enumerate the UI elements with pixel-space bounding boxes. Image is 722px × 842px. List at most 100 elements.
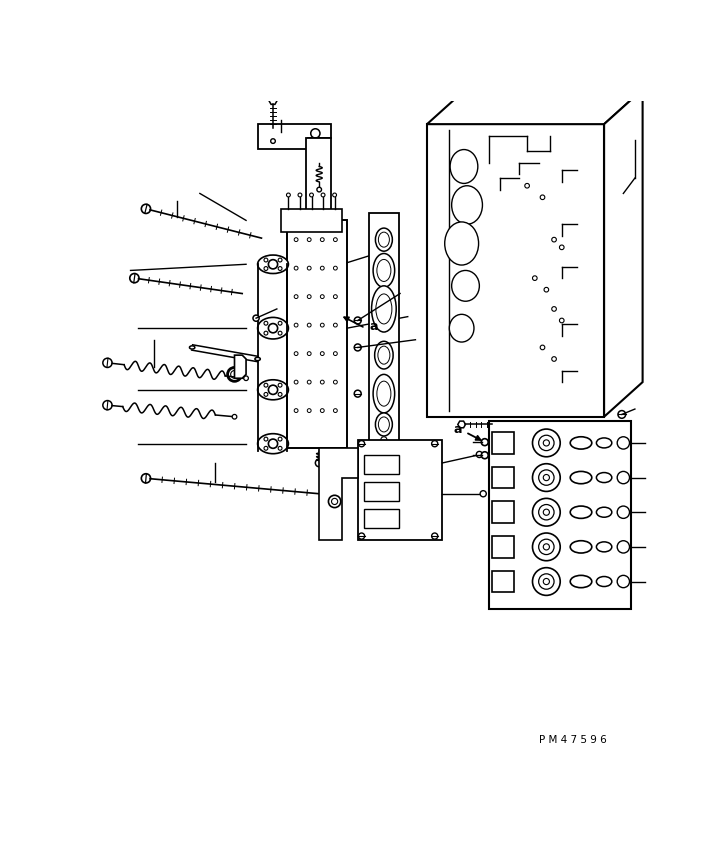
Circle shape [103,401,112,410]
Ellipse shape [258,317,288,339]
Polygon shape [258,124,331,149]
Ellipse shape [570,506,592,519]
Circle shape [533,498,560,526]
Circle shape [269,439,278,448]
Bar [489,421,631,610]
Circle shape [253,315,259,322]
Circle shape [321,323,324,327]
Circle shape [543,509,549,515]
Circle shape [321,381,324,384]
Polygon shape [269,98,277,104]
Circle shape [316,459,323,466]
Circle shape [321,352,324,355]
Circle shape [317,187,321,192]
Bar [357,440,443,540]
Circle shape [334,408,337,413]
Circle shape [540,195,545,200]
Circle shape [359,533,365,539]
Ellipse shape [258,434,288,454]
Polygon shape [616,70,643,89]
Ellipse shape [378,346,390,364]
Circle shape [308,381,311,384]
Ellipse shape [375,341,393,369]
Circle shape [308,352,311,355]
Circle shape [539,504,554,520]
Polygon shape [604,89,643,417]
Ellipse shape [255,357,261,360]
Circle shape [264,383,268,387]
Circle shape [334,295,337,299]
Polygon shape [458,421,466,428]
Circle shape [525,184,529,188]
Circle shape [355,390,361,397]
Ellipse shape [372,285,396,332]
Circle shape [359,440,365,447]
Circle shape [334,352,337,355]
Bar [281,209,342,232]
Circle shape [264,392,268,397]
Circle shape [278,331,282,335]
Circle shape [533,276,537,280]
Ellipse shape [376,294,392,324]
Circle shape [321,266,324,270]
Ellipse shape [596,438,612,448]
Circle shape [298,193,302,197]
Bar [492,466,514,488]
Circle shape [539,435,554,450]
Circle shape [308,266,311,270]
Ellipse shape [450,150,478,184]
Circle shape [552,306,557,312]
Circle shape [294,352,298,355]
Circle shape [271,139,275,143]
Circle shape [560,245,564,249]
Circle shape [294,381,298,384]
Circle shape [294,266,298,270]
Circle shape [355,344,361,351]
Ellipse shape [373,375,395,413]
Circle shape [321,193,325,197]
Circle shape [294,408,298,413]
Circle shape [308,237,311,242]
Polygon shape [427,89,643,124]
Circle shape [308,323,311,327]
Circle shape [533,464,560,492]
Ellipse shape [596,542,612,552]
Bar [369,213,399,451]
Text: a: a [369,320,378,333]
Circle shape [294,237,298,242]
Ellipse shape [570,437,592,449]
Circle shape [539,573,554,589]
Bar [492,536,514,557]
Circle shape [432,440,438,447]
Circle shape [540,345,545,349]
Circle shape [543,440,549,446]
Circle shape [533,568,560,595]
Polygon shape [319,448,357,540]
Circle shape [264,322,268,325]
Circle shape [308,295,311,299]
Polygon shape [306,138,331,213]
Ellipse shape [377,381,391,406]
Circle shape [232,414,237,419]
Circle shape [142,474,151,483]
Ellipse shape [377,259,391,281]
Bar [492,432,514,454]
Circle shape [329,495,341,508]
Circle shape [269,323,278,333]
Circle shape [227,367,241,381]
Ellipse shape [258,255,288,274]
Circle shape [539,539,554,555]
Circle shape [334,237,337,242]
Ellipse shape [452,186,482,224]
Ellipse shape [570,541,592,553]
Circle shape [278,437,282,441]
Ellipse shape [570,472,592,484]
Circle shape [264,267,268,270]
Circle shape [482,452,488,459]
Circle shape [618,411,626,418]
Circle shape [278,267,282,270]
Circle shape [333,193,336,197]
Circle shape [321,237,324,242]
Circle shape [264,331,268,335]
Circle shape [269,385,278,394]
